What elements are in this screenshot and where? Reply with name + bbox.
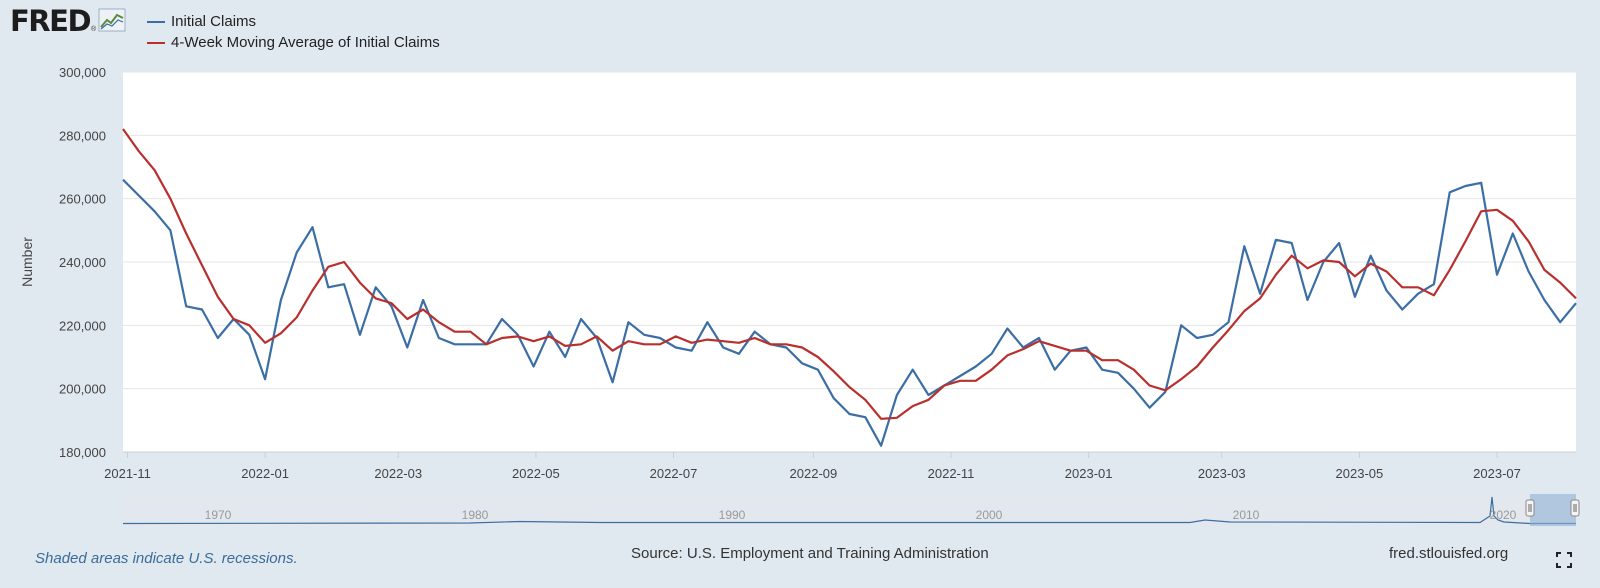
registered-mark: ® [91,26,97,33]
y-axis-label: Number [19,237,35,287]
y-tick-label: 260,000 [59,192,106,207]
x-tick-label: 2022-07 [650,466,698,481]
grid-lines [123,71,1576,390]
x-tick-label: 2023-05 [1336,466,1384,481]
x-tick-label: 2023-07 [1473,466,1521,481]
navigator-background [123,494,1576,526]
navigator-decade-label: 1990 [719,508,746,522]
fullscreen-icon[interactable] [1556,552,1572,568]
legend-swatch-red [147,41,165,44]
y-tick-label: 240,000 [59,255,106,270]
x-tick-label: 2022-03 [374,466,422,481]
fred-logo[interactable]: FRED ® [10,6,126,38]
source-text: Source: U.S. Employment and Training Adm… [631,545,989,562]
legend-swatch-blue [147,20,165,23]
series-line-initial-claims [122,178,1577,447]
legend-item-moving-average[interactable]: 4-Week Moving Average of Initial Claims [147,32,440,53]
x-tick-label: 2023-01 [1065,466,1113,481]
logo-text: FRED [10,4,92,38]
x-tick-label: 2022-05 [512,466,560,481]
chart-legend: Initial Claims 4-Week Moving Average of … [147,11,440,53]
chart-logo-icon [98,8,126,32]
navigator-right-handle[interactable] [1570,499,1580,517]
y-tick-label: 200,000 [59,382,106,397]
navigator-decade-label: 1980 [462,508,489,522]
y-tick-label: 280,000 [59,128,106,143]
y-tick-label: 220,000 [59,318,106,333]
legend-label: Initial Claims [171,13,257,30]
y-tick-label: 300,000 [59,65,106,80]
y-axis-tick-labels: 180,000 200,000 220,000 240,000 260,000 280,0… [59,65,106,460]
x-tick-label: 2022-09 [790,466,838,481]
range-navigator[interactable]: 1970 1980 1990 2000 2010 2020 [122,494,1580,526]
navigator-series-line [122,496,1576,525]
navigator-decade-labels: 1970 1980 1990 2000 2010 2020 [205,508,1517,522]
x-tick-label: 2021-11 [104,466,151,481]
x-tick-label: 2023-03 [1198,466,1246,481]
navigator-decade-label: 2000 [976,508,1003,522]
navigator-left-handle[interactable] [1525,499,1535,517]
series-line-moving-average [122,128,1577,420]
legend-label: 4-Week Moving Average of Initial Claims [171,34,440,51]
fred-url-link[interactable]: fred.stlouisfed.org [1389,545,1509,562]
navigator-decade-label: 1970 [205,508,232,522]
navigator-selected-range[interactable] [1530,494,1576,526]
navigator-decade-label: 2020 [1490,508,1517,522]
recession-note: Shaded areas indicate U.S. recessions. [35,550,298,567]
series-lines [122,128,1577,447]
y-tick-label: 180,000 [59,445,106,460]
legend-item-initial-claims[interactable]: Initial Claims [147,11,440,32]
x-tick-label: 2022-01 [241,466,289,481]
x-tick-label: 2022-11 [928,466,975,481]
x-axis-ticks: 2021-11 2022-01 2022-03 2022-05 2022-07 2022-… [104,452,1521,481]
navigator-decade-label: 2010 [1233,508,1260,522]
